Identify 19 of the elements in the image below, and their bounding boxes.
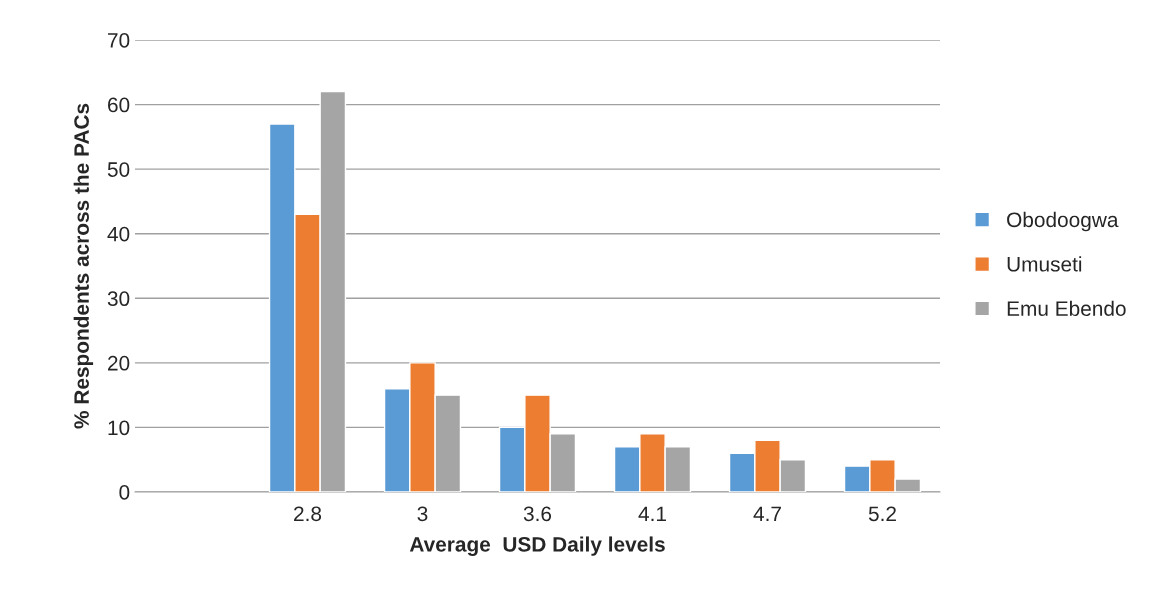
y-tick-label: 40 xyxy=(107,226,130,242)
y-tick-label: 0 xyxy=(119,485,130,500)
y-tick-label: 50 xyxy=(107,162,130,177)
y-tick-label: 10 xyxy=(108,420,130,436)
x-tick-label: 4.1 xyxy=(638,506,666,521)
x-tick-label: 2.8 xyxy=(294,506,322,522)
x-axis-title: Average USD Daily levels xyxy=(409,536,665,556)
x-tick-label: 5.2 xyxy=(868,506,896,522)
x-tick-label: 3 xyxy=(417,506,428,522)
y-axis-title: % Respondents across the PACs xyxy=(73,103,94,429)
y-tick-label: 70 xyxy=(108,33,130,48)
y-tick-label: 20 xyxy=(108,355,130,371)
legend-label: Obodoogwa xyxy=(1007,211,1119,232)
y-tick-label: 60 xyxy=(108,97,130,113)
x-tick-label: 4.7 xyxy=(753,506,781,521)
y-tick-label: 30 xyxy=(107,291,130,307)
x-tick-label: 3.6 xyxy=(523,506,552,522)
legend-label: Emu Ebendo xyxy=(1007,300,1126,317)
legend-label: Umuseti xyxy=(1007,256,1082,272)
